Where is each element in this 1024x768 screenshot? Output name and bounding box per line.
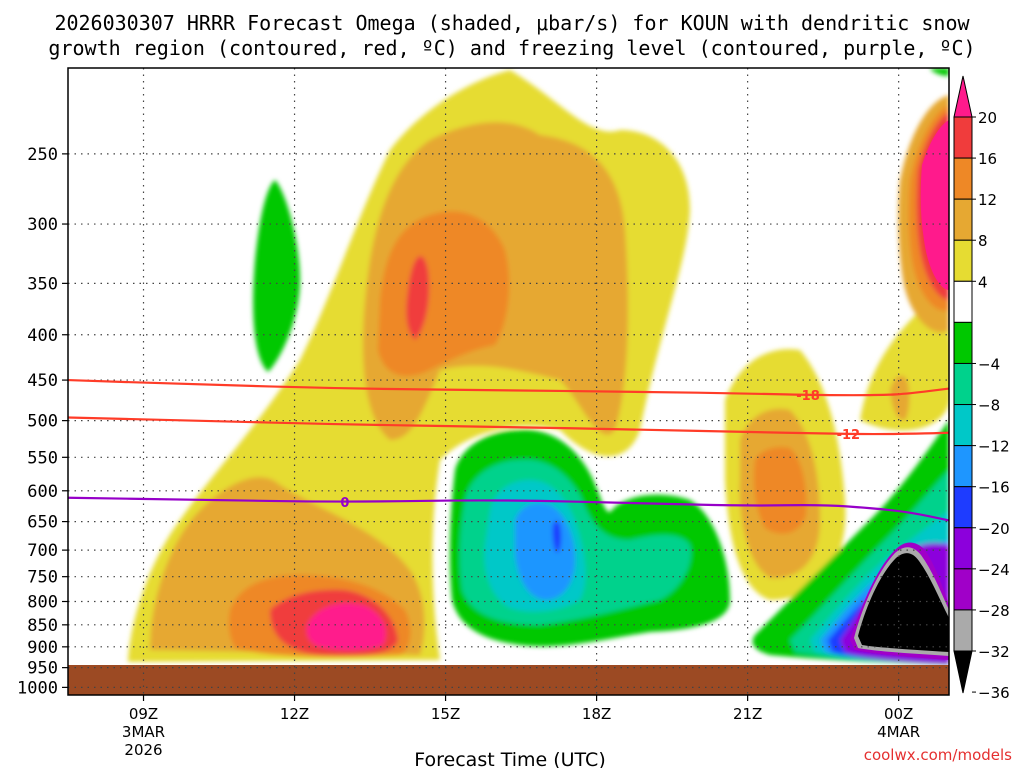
plot-frame — [67, 67, 950, 696]
omega-band-12-16 — [378, 211, 510, 376]
colorbar-block — [953, 445, 973, 488]
colorbar-label: −32 — [978, 643, 1010, 661]
x-tick-date: 3MAR — [122, 723, 165, 741]
colorbar-label: 12 — [978, 191, 997, 209]
omega-band-lt-neg36 — [858, 553, 949, 652]
y-tick-label: 900 — [27, 638, 58, 658]
colorbar-label: 8 — [978, 232, 988, 250]
colorbar-label: −16 — [978, 479, 1010, 497]
x-tick-label: 00Z — [884, 705, 913, 723]
contour-line — [67, 378, 950, 397]
y-tick-label: 700 — [27, 541, 58, 561]
colorbar-label: −8 — [978, 397, 1000, 415]
y-tick-label: 550 — [27, 448, 58, 468]
colorbar-top-arrow — [953, 75, 973, 118]
y-tick-label: 250 — [27, 145, 58, 165]
y-tick-label: 450 — [27, 371, 58, 391]
gridlines — [68, 68, 949, 695]
y-tick-label: 650 — [27, 513, 58, 533]
temperature-contours: -18 -12 0 — [67, 378, 950, 522]
y-tick-label: 400 — [27, 326, 58, 346]
y-axis: 2503003504004505005506006507007508008509… — [17, 145, 68, 698]
y-tick-label: 600 — [27, 482, 58, 502]
colorbar-block — [953, 404, 973, 447]
colorbar-block — [953, 486, 973, 529]
omega-shading — [68, 68, 949, 695]
omega-band-neg20-neg24 — [552, 520, 562, 553]
omega-band-neg4-neg8 — [253, 180, 300, 372]
colorbar-label: −28 — [978, 602, 1010, 620]
contour-label: -12 — [837, 428, 861, 443]
contour-label: 0 — [340, 496, 349, 511]
x-tick-label: 21Z — [733, 705, 762, 723]
omega-band-neg4-neg8 — [930, 68, 949, 76]
contour-line — [67, 496, 950, 522]
colorbar-label: −4 — [978, 355, 1000, 373]
y-tick-label: 950 — [27, 659, 58, 679]
colorbar-block — [953, 527, 973, 570]
watermark: coolwx.com/models — [864, 746, 1012, 764]
y-tick-label: 850 — [27, 616, 58, 636]
y-tick-label: 1000 — [17, 678, 58, 698]
colorbar-label: −24 — [978, 561, 1010, 579]
colorbar-block — [953, 116, 973, 159]
chart-title-line2: growth region (contoured, red, ºC) and f… — [48, 36, 975, 60]
plot-area: -18 -12 0 — [67, 67, 950, 696]
colorbar-label: 4 — [978, 273, 988, 291]
x-tick-label: 12Z — [280, 705, 309, 723]
colorbar-label: −12 — [978, 438, 1010, 456]
y-tick-label: 350 — [27, 274, 58, 294]
x-axis-label: Forecast Time (UTC) — [414, 749, 605, 768]
colorbar-bottom-arrow — [953, 650, 973, 694]
contour-label: -18 — [796, 389, 820, 404]
omega-band-16-20 — [406, 256, 430, 340]
omega-band-gt-20 — [920, 120, 949, 290]
chart-title-line1: 2026030307 HRRR Forecast Omega (shaded, … — [54, 11, 970, 35]
x-tick-date: 4MAR — [877, 723, 920, 741]
y-tick-label: 300 — [27, 215, 58, 235]
colorbar-block — [953, 239, 973, 282]
below-ground — [68, 665, 949, 695]
y-tick-label: 500 — [27, 412, 58, 432]
omega-band-12-16 — [753, 447, 807, 534]
x-tick-label: 15Z — [431, 705, 460, 723]
colorbar-block — [953, 198, 973, 241]
colorbar-block — [953, 609, 973, 652]
colorbar-block — [953, 362, 973, 406]
colorbar-label: −36 — [978, 684, 1010, 702]
colorbar-block — [953, 157, 973, 200]
colorbar: 20 16 12 8 4 −4 −8 −12 −16 −20 −24 −28 −32 −36 — [953, 75, 1010, 702]
omega-band-8-12 — [890, 375, 910, 421]
colorbar-label: 16 — [978, 150, 997, 168]
x-tick-label: 18Z — [582, 705, 611, 723]
y-tick-label: 750 — [27, 568, 58, 588]
colorbar-block — [953, 280, 973, 323]
colorbar-label: −20 — [978, 520, 1010, 538]
omega-band-gt-20 — [306, 603, 386, 651]
colorbar-block — [953, 321, 973, 364]
contour-line — [67, 416, 950, 436]
colorbar-block — [953, 568, 973, 611]
y-tick-label: 800 — [27, 593, 58, 613]
colorbar-label: 20 — [978, 109, 997, 127]
omega-band-4-8 — [860, 298, 949, 431]
x-tick-label: 09Z — [129, 705, 158, 723]
x-tick-year: 2026 — [124, 741, 162, 759]
